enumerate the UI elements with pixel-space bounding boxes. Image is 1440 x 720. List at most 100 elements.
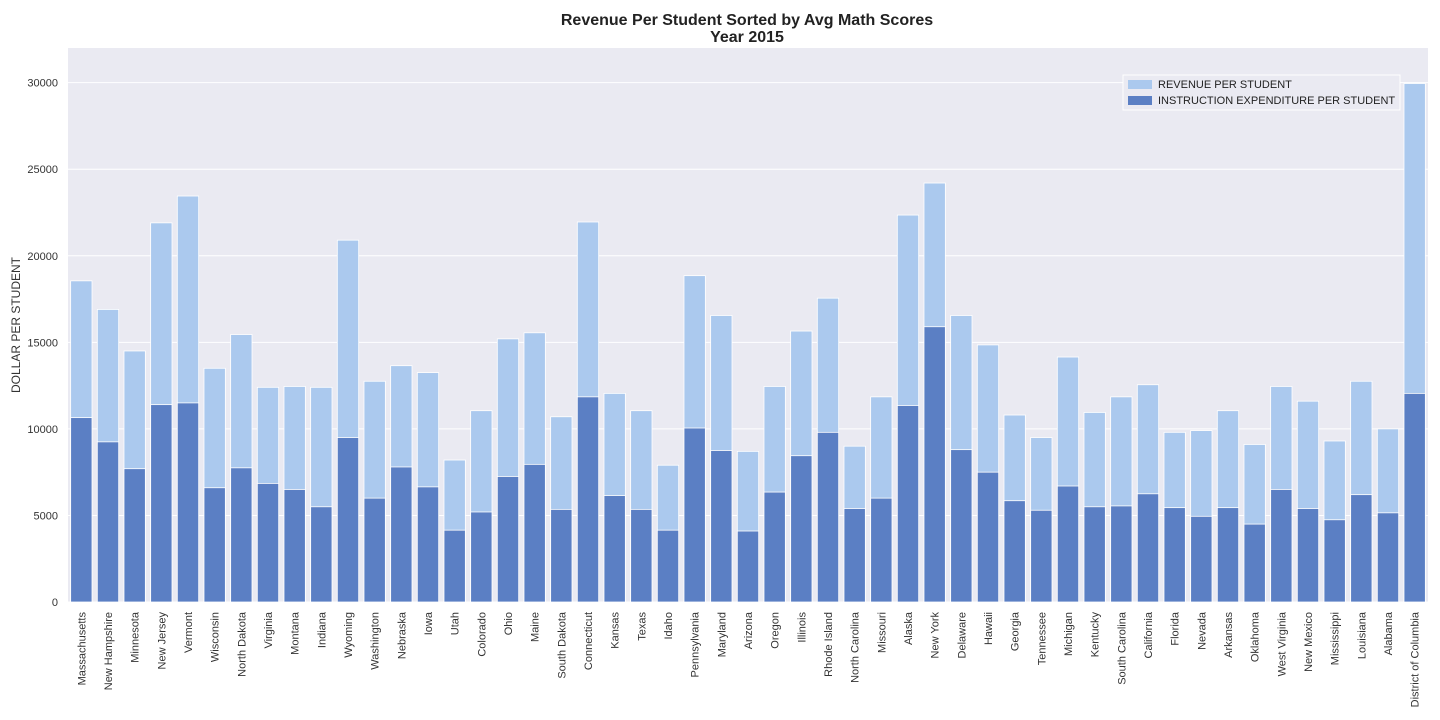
x-tick-label: Massachusetts: [76, 612, 88, 686]
legend-swatch-instruction: [1128, 96, 1152, 105]
bar-instruction: [1350, 494, 1373, 603]
x-tick-label: Florida: [1170, 611, 1182, 646]
legend-box: [1122, 74, 1401, 111]
x-tick-label: Oklahoma: [1250, 611, 1262, 662]
x-tick-label: Arizona: [743, 611, 755, 649]
x-tick-label: Nebraska: [396, 611, 408, 659]
x-tick-label: Indiana: [316, 611, 328, 648]
bar-instruction: [1110, 505, 1133, 603]
x-tick-label: Montana: [290, 611, 302, 655]
x-tick-label: Kentucky: [1090, 612, 1102, 658]
bar-instruction: [576, 396, 600, 603]
bar-instruction: [70, 417, 93, 603]
x-tick-label: Oregon: [770, 612, 782, 649]
bar-instruction: [1030, 509, 1053, 603]
bar-instruction: [550, 508, 573, 603]
legend-swatch-revenue: [1128, 80, 1152, 89]
bar-instruction: [870, 497, 893, 603]
x-tick-label: California: [1143, 611, 1155, 658]
x-tick-label: Maine: [530, 612, 542, 642]
y-tick-label: 5000: [34, 510, 58, 522]
x-tick-label: Washington: [370, 612, 382, 670]
chart-title: Revenue Per Student Sorted by Avg Math S…: [561, 12, 933, 29]
x-tick-label: West Virginia: [1276, 611, 1288, 676]
bar-instruction: [630, 508, 653, 603]
x-tick-label: Texas: [636, 612, 648, 641]
bar-instruction: [1136, 493, 1160, 603]
x-tick-label: Hawaii: [983, 612, 995, 645]
bar-instruction: [736, 530, 760, 603]
x-tick-label: Iowa: [423, 611, 435, 635]
x-tick-label: Ohio: [503, 612, 515, 635]
bar-instruction: [1296, 508, 1320, 603]
bar-instruction: [603, 495, 626, 603]
bar-instruction: [416, 486, 440, 603]
bar-instruction: [1083, 506, 1106, 603]
x-tick-label: Illinois: [796, 612, 808, 643]
bar-instruction: [96, 441, 120, 603]
bar-instruction: [176, 402, 200, 603]
x-tick-label: Wyoming: [343, 612, 355, 658]
bar-instruction: [923, 326, 946, 603]
x-tick-label: Idaho: [663, 612, 675, 640]
x-tick-label: Connecticut: [583, 612, 595, 670]
bar-instruction: [443, 529, 466, 603]
bar-instruction: [523, 463, 546, 603]
x-tick-label: Pennsylvania: [690, 611, 702, 677]
x-tick-label: New Mexico: [1303, 612, 1315, 672]
bar-instruction: [1056, 485, 1080, 603]
x-tick-label: New York: [930, 612, 942, 659]
bar-instruction: [470, 511, 493, 603]
bar-instruction: [683, 427, 706, 603]
bar-instruction: [1216, 507, 1240, 603]
bar-instruction: [843, 508, 866, 603]
x-tick-label: Minnesota: [130, 611, 142, 663]
bar-instruction: [203, 487, 226, 603]
bar-instruction: [816, 431, 840, 603]
bar-instruction: [896, 405, 920, 603]
legend-label-revenue: REVENUE PER STUDENT: [1158, 79, 1292, 91]
x-tick-label: Michigan: [1063, 612, 1075, 656]
x-tick-label: Vermont: [183, 612, 195, 653]
bar-instruction: [496, 476, 520, 603]
bar-instruction: [1323, 519, 1346, 603]
x-tick-label: Maryland: [716, 612, 728, 657]
x-tick-label: Louisiana: [1356, 611, 1368, 659]
y-tick-label: 10000: [27, 424, 58, 436]
y-tick-label: 20000: [27, 251, 58, 263]
chart-subtitle: Year 2015: [710, 29, 784, 46]
x-tick-label: Alabama: [1383, 611, 1395, 655]
bar-instruction: [763, 491, 786, 603]
x-tick-label: Nevada: [1196, 611, 1208, 650]
legend: REVENUE PER STUDENT INSTRUCTION EXPENDIT…: [1122, 74, 1401, 111]
x-axis-ticks: Massachusetts New Hampshire Minnesota New J…: [76, 611, 1421, 707]
x-tick-label: Alaska: [903, 611, 915, 645]
bar-instruction: [976, 471, 1000, 603]
x-tick-label: Arkansas: [1223, 612, 1235, 658]
x-tick-label: Missouri: [876, 612, 888, 653]
x-tick-label: Georgia: [1010, 611, 1022, 651]
x-tick-label: Virginia: [263, 611, 275, 648]
legend-label-instruction: INSTRUCTION EXPENDITURE PER STUDENT: [1158, 95, 1395, 107]
bar-instruction: [310, 506, 333, 603]
bar-instruction: [1190, 515, 1213, 603]
x-tick-label: New Jersey: [156, 612, 168, 670]
bar-instruction: [950, 449, 973, 603]
x-tick-label: North Carolina: [850, 611, 862, 683]
x-tick-label: Mississippi: [1330, 612, 1342, 665]
x-tick-label: North Dakota: [236, 611, 248, 677]
bar-instruction: [1376, 512, 1400, 603]
x-tick-label: District of Columbia: [1410, 611, 1422, 707]
y-tick-label: 25000: [27, 164, 58, 176]
bar-instruction: [1163, 507, 1186, 603]
x-tick-label: Tennessee: [1036, 612, 1048, 665]
x-tick-label: Colorado: [476, 612, 488, 657]
x-tick-label: Utah: [450, 612, 462, 635]
bar-instruction: [283, 489, 306, 603]
x-tick-label: Rhode Island: [823, 612, 835, 677]
x-tick-label: New Hampshire: [103, 612, 115, 690]
bar-instruction: [230, 467, 253, 603]
bar-instruction: [256, 483, 280, 603]
bar-instruction: [363, 497, 386, 603]
